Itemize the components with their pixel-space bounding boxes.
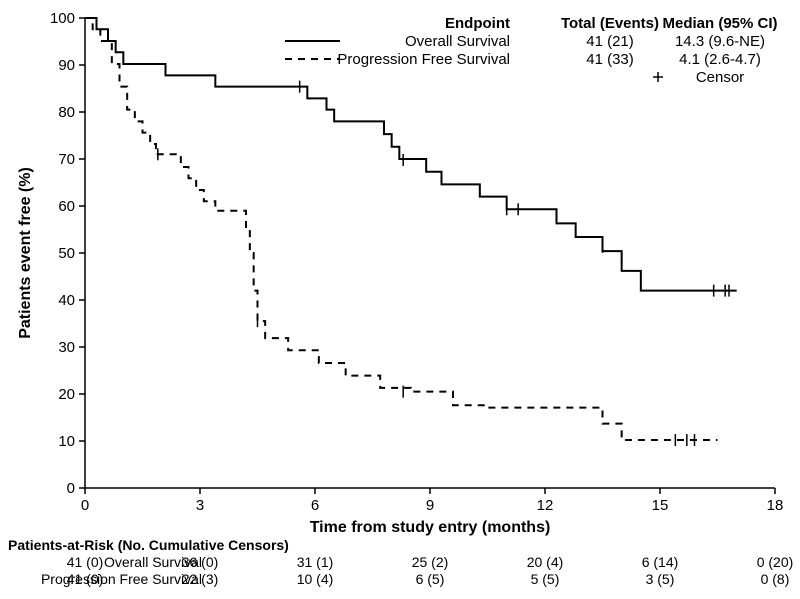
y-tick-label: 30 xyxy=(58,339,75,356)
legend-total: 41 (21) xyxy=(586,33,634,50)
risk-cell: 10 (4) xyxy=(297,571,334,587)
risk-cell: 6 (5) xyxy=(416,571,445,587)
risk-cell: 22 (3) xyxy=(182,571,219,587)
x-tick-label: 6 xyxy=(311,497,319,514)
risk-cell: 41 (0) xyxy=(67,554,104,570)
risk-cell: 5 (5) xyxy=(531,571,560,587)
risk-cell: 31 (1) xyxy=(297,554,334,570)
km-curve-progression-free-survival xyxy=(85,18,718,440)
risk-cell: 36 (0) xyxy=(182,554,219,570)
y-axis-label: Patients event free (%) xyxy=(17,167,34,339)
y-tick-label: 10 xyxy=(58,433,75,450)
risk-cell: 20 (4) xyxy=(527,554,564,570)
risk-cell: 3 (5) xyxy=(646,571,675,587)
risk-table-title: Patients-at-Risk (No. Cumulative Censors… xyxy=(8,537,289,553)
y-tick-label: 60 xyxy=(58,198,75,215)
x-tick-label: 12 xyxy=(537,497,554,514)
risk-cell: 6 (14) xyxy=(642,554,679,570)
x-tick-label: 0 xyxy=(81,497,89,514)
legend-label: Progression Free Survival xyxy=(337,51,510,68)
y-tick-label: 90 xyxy=(58,57,75,74)
x-axis-label: Time from study entry (months) xyxy=(310,519,551,536)
legend-median: 14.3 (9.6-NE) xyxy=(675,33,765,50)
legend-total: 41 (33) xyxy=(586,51,634,68)
y-tick-label: 20 xyxy=(58,386,75,403)
y-tick-label: 40 xyxy=(58,292,75,309)
legend-header-endpoint: Endpoint xyxy=(445,15,510,32)
y-tick-label: 80 xyxy=(58,104,75,121)
legend-censor-label: Censor xyxy=(696,69,744,86)
y-tick-label: 50 xyxy=(58,245,75,262)
legend-label: Overall Survival xyxy=(405,33,510,50)
axes xyxy=(85,18,775,488)
risk-row-label: Progression Free Survival xyxy=(41,571,202,587)
x-tick-label: 18 xyxy=(767,497,784,514)
y-tick-label: 70 xyxy=(58,151,75,168)
risk-cell: 41 (0) xyxy=(67,571,104,587)
legend-header-median: Median (95% CI) xyxy=(662,15,777,32)
risk-cell: 25 (2) xyxy=(412,554,449,570)
risk-cell: 0 (20) xyxy=(757,554,794,570)
x-tick-label: 9 xyxy=(426,497,434,514)
risk-cell: 0 (8) xyxy=(761,571,790,587)
y-tick-label: 100 xyxy=(50,10,75,27)
legend-header-total: Total (Events) xyxy=(561,15,659,32)
km-chart: 0 10 20 30 40 50 60 70 80 90 100 0 3 6 9 12 15 18 Time fro… xyxy=(0,0,800,599)
x-tick-label: 3 xyxy=(196,497,204,514)
x-tick-label: 15 xyxy=(652,497,669,514)
y-tick-label: 0 xyxy=(67,480,75,497)
legend-median: 4.1 (2.6-4.7) xyxy=(679,51,761,68)
